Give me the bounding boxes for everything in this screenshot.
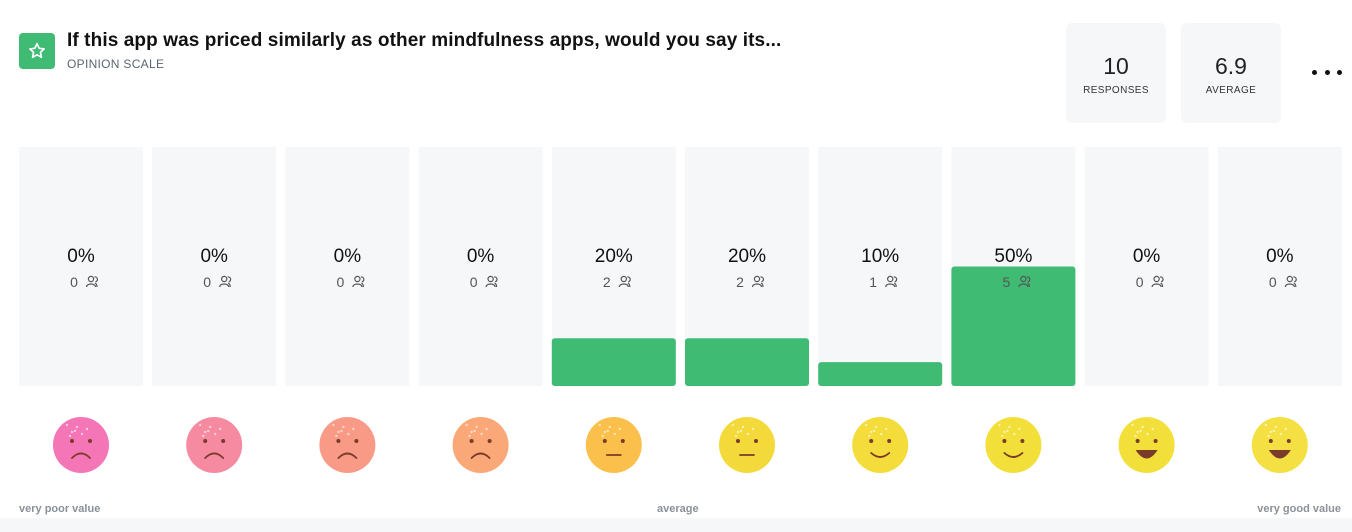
scale-label-right: very good value bbox=[1257, 503, 1341, 515]
people-icon bbox=[1018, 275, 1031, 288]
footer-strip bbox=[0, 518, 1352, 532]
question-title: If this app was priced similarly as othe… bbox=[67, 30, 782, 51]
frown-face-icon bbox=[319, 417, 376, 473]
people-icon bbox=[1284, 275, 1297, 288]
count-label: 0 bbox=[470, 274, 478, 290]
people-icon bbox=[618, 275, 631, 288]
column-background bbox=[1217, 147, 1342, 386]
slight-smile-face-icon bbox=[852, 417, 909, 473]
opinion-scale-chart: 0%00%00%00%020%220%210%150%50%00%0 bbox=[19, 147, 1342, 473]
neutral-face-icon bbox=[719, 417, 775, 473]
people-icon bbox=[751, 275, 764, 288]
percent-label: 0% bbox=[334, 246, 362, 267]
column-background bbox=[418, 147, 543, 386]
star-icon bbox=[29, 42, 46, 59]
people-icon bbox=[85, 275, 98, 288]
people-icon bbox=[219, 275, 232, 288]
scale-option-7: 10%1 bbox=[818, 147, 943, 473]
bar bbox=[685, 338, 809, 386]
column-background bbox=[152, 147, 277, 386]
scale-option-2: 0%0 bbox=[152, 147, 277, 473]
scale-option-3: 0%0 bbox=[285, 147, 410, 473]
column-background bbox=[1084, 147, 1209, 386]
scale-option-8: 50%5 bbox=[951, 147, 1076, 473]
smile-face-icon bbox=[985, 417, 1042, 473]
count-label: 0 bbox=[1269, 274, 1277, 290]
scale-option-1: 0%0 bbox=[19, 147, 143, 473]
column-background bbox=[285, 147, 410, 386]
responses-card: 10 RESPONSES bbox=[1066, 23, 1166, 123]
responses-label: RESPONSES bbox=[1083, 85, 1149, 96]
people-icon bbox=[1151, 275, 1164, 288]
grin-face-icon bbox=[1118, 417, 1175, 473]
count-label: 5 bbox=[1003, 274, 1011, 290]
bar bbox=[551, 338, 676, 386]
percent-label: 20% bbox=[728, 246, 766, 267]
average-label: AVERAGE bbox=[1205, 85, 1257, 96]
count-label: 0 bbox=[203, 274, 211, 290]
frown-face-icon bbox=[452, 417, 509, 473]
percent-label: 10% bbox=[861, 246, 899, 267]
scale-option-6: 20%2 bbox=[685, 147, 809, 473]
more-horizontal-icon bbox=[1312, 69, 1317, 75]
percent-label: 50% bbox=[994, 246, 1032, 267]
count-label: 0 bbox=[337, 274, 345, 290]
people-icon bbox=[885, 275, 898, 288]
percent-label: 0% bbox=[467, 246, 495, 267]
count-label: 2 bbox=[603, 274, 611, 290]
very-sad-face-icon bbox=[53, 417, 109, 473]
percent-label: 20% bbox=[595, 246, 633, 267]
more-options-button[interactable] bbox=[1312, 60, 1342, 84]
percent-label: 0% bbox=[67, 246, 95, 267]
percent-label: 0% bbox=[1133, 246, 1161, 267]
scale-option-4: 0%0 bbox=[418, 147, 543, 473]
bar bbox=[951, 266, 1076, 386]
column-background bbox=[19, 147, 143, 386]
question-type-badge bbox=[19, 33, 55, 69]
count-label: 2 bbox=[736, 274, 744, 290]
scale-label-left: very poor value bbox=[19, 503, 101, 515]
question-type-label: OPINION SCALE bbox=[67, 57, 165, 71]
scale-label-center: average bbox=[657, 503, 699, 515]
responses-count: 10 bbox=[1103, 53, 1129, 79]
percent-label: 0% bbox=[200, 246, 228, 267]
people-icon bbox=[485, 275, 498, 288]
percent-label: 0% bbox=[1266, 246, 1294, 267]
bar bbox=[818, 362, 943, 386]
scale-option-9: 0%0 bbox=[1084, 147, 1209, 473]
average-card: 6.9 AVERAGE bbox=[1181, 23, 1281, 123]
average-value: 6.9 bbox=[1215, 53, 1247, 79]
count-label: 1 bbox=[869, 274, 877, 290]
count-label: 0 bbox=[1136, 274, 1144, 290]
count-label: 0 bbox=[70, 274, 78, 290]
column-background bbox=[818, 147, 943, 386]
neutral-face-icon bbox=[585, 417, 642, 473]
scale-option-10: 0%0 bbox=[1217, 147, 1342, 473]
people-icon bbox=[352, 275, 365, 288]
sad-face-icon bbox=[186, 417, 243, 473]
big-grin-face-icon bbox=[1251, 417, 1308, 473]
scale-option-5: 20%2 bbox=[551, 147, 676, 473]
